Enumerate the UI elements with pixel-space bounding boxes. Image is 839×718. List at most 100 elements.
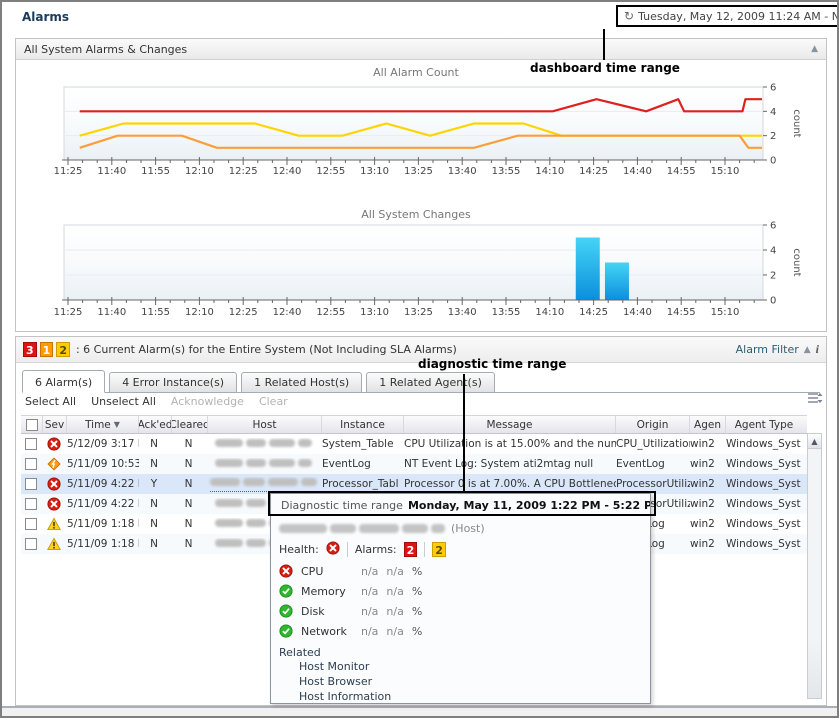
cell-instance: Processor_Tabl (322, 478, 399, 490)
svg-text:13:25: 13:25 (404, 166, 433, 177)
svg-text:14:25: 14:25 (579, 307, 608, 318)
table-row[interactable]: 5/11/09 4:22 F Y N Processor_Tabl Processor … (21, 474, 807, 494)
row-checkbox[interactable] (24, 478, 37, 490)
annotation-line-dashboard (603, 29, 605, 60)
alarm-charts: All Alarm Count 11:25 11:40 11:55 12:10 12:25… (54, 66, 802, 318)
cell-acked: N (150, 538, 158, 550)
svg-text:count: count (791, 109, 802, 137)
metric-row-disk: Disk n/a n/a% (271, 601, 650, 621)
table-row[interactable]: 5/11/09 10:53 N N EventLog NT Event Log: Sys… (21, 454, 807, 474)
tooltip-host-row: (Host) (271, 516, 650, 537)
cell-acked: N (150, 518, 158, 530)
cell-host[interactable] (208, 477, 322, 492)
svg-text:12:55: 12:55 (316, 166, 345, 177)
header-checkbox-cell[interactable] (21, 416, 43, 433)
cell-agent-type: Windows_Syst (726, 538, 801, 550)
cell-cleared: N (184, 438, 193, 450)
column-header-host[interactable]: Host (208, 416, 322, 433)
cell-acked: N (150, 438, 158, 450)
cell-cleared: N (184, 538, 193, 550)
svg-text:4: 4 (770, 246, 776, 257)
svg-text:0: 0 (770, 296, 776, 307)
diagnostic-range-prefix: Diagnostic time range (281, 498, 403, 512)
related-link[interactable]: Host Monitor (299, 660, 370, 673)
column-header-sev[interactable]: Sev (43, 416, 67, 433)
cell-message: NT Event Log: System ati2mtag null (404, 458, 594, 470)
column-header-origin[interactable]: Origin (616, 416, 690, 433)
cell-time: 5/12/09 3:17 F (67, 438, 139, 450)
cell-agent: win2 (690, 518, 715, 530)
status-ok-icon (279, 584, 293, 598)
cell-host[interactable] (208, 438, 322, 450)
alarm-filter-collapse-icon[interactable]: ▲ (803, 344, 811, 355)
severity-fatal-icon (46, 437, 61, 451)
row-checkbox[interactable] (24, 498, 37, 510)
alarm-filter-link[interactable]: Alarm Filter (735, 343, 799, 356)
table-row[interactable]: 5/12/09 3:17 F N N System_Table CPU Utilizat… (21, 434, 807, 454)
diagnostic-range-value: Monday, May 11, 2009 1:22 PM - 5:22 PM 4… (407, 498, 650, 512)
panel-header-alarms-changes[interactable]: All System Alarms & Changes ▲ (16, 39, 826, 60)
health-label: Health: (279, 543, 319, 556)
alarm-summary-text: : 6 Current Alarm(s) for the Entire Syst… (75, 343, 457, 356)
fatal-count-badge: 3 (23, 342, 37, 357)
column-header-time[interactable]: Time ▼ (67, 416, 139, 433)
severity-critical-icon (46, 457, 61, 471)
cell-host[interactable] (208, 458, 322, 470)
row-checkbox[interactable] (24, 538, 37, 550)
svg-text:13:10: 13:10 (360, 307, 389, 318)
dashboard-time-range-control[interactable]: ↻ Tuesday, May 12, 2009 11:24 AM - Now 4… (616, 5, 837, 27)
severity-warning-icon (46, 517, 61, 531)
select-all-button[interactable]: Select All (25, 395, 77, 408)
table-customizer-icon[interactable] (807, 391, 823, 405)
clear-button[interactable]: Clear (258, 395, 288, 408)
tab-1[interactable]: 4 Error Instance(s) (109, 372, 238, 393)
svg-text:12:10: 12:10 (185, 307, 214, 318)
scrollbar-up-icon[interactable]: ▲ (808, 434, 821, 449)
cell-agent-type: Windows_Syst (726, 498, 801, 510)
alarms-label: Alarms: (354, 543, 397, 556)
redacted-host (210, 477, 317, 486)
column-header-agent[interactable]: Agen (690, 416, 726, 433)
column-header-agent-type[interactable]: Agent Type (734, 418, 794, 431)
column-header-cleared[interactable]: Cleared (172, 416, 208, 433)
tab-0[interactable]: 6 Alarm(s) (22, 370, 106, 393)
svg-text:12:55: 12:55 (316, 307, 345, 318)
row-checkbox[interactable] (24, 458, 37, 470)
cell-agent: win2 (690, 538, 715, 550)
severity-warning-icon (46, 537, 61, 551)
host-link[interactable] (210, 477, 317, 492)
cell-cleared: N (184, 498, 193, 510)
svg-text:12:25: 12:25 (229, 307, 258, 318)
svg-text:15:10: 15:10 (711, 166, 740, 177)
warning-count-badge: 2 (56, 342, 70, 357)
alarm-summary-bar: 3 1 2 : 6 Current Alarm(s) for the Entir… (16, 337, 826, 363)
column-header-message[interactable]: Message (404, 416, 616, 433)
critical-count-badge: 1 (39, 342, 54, 357)
svg-text:11:40: 11:40 (97, 166, 126, 177)
tab-3[interactable]: 1 Related Agent(s) (366, 372, 495, 393)
table-scrollbar[interactable]: ▲ (807, 433, 822, 699)
redacted-host-name (279, 524, 445, 533)
related-link[interactable]: Host Information (299, 690, 392, 703)
cell-acked: N (150, 498, 158, 510)
unselect-all-button[interactable]: Unselect All (91, 395, 156, 408)
tab-2[interactable]: 1 Related Host(s) (241, 372, 363, 393)
annotation-line-diagnostic (463, 374, 465, 491)
tooltip-warning-badge: 2 (432, 542, 446, 557)
info-icon[interactable]: i (815, 342, 819, 356)
column-header-instance[interactable]: Instance (322, 416, 404, 433)
severity-fatal-icon (46, 497, 61, 511)
tooltip-metrics: CPU n/a n/a% Memory n/a n/a% Disk n/a n/a% Networ… (271, 561, 650, 641)
select-all-checkbox[interactable] (25, 418, 38, 431)
collapse-icon[interactable]: ▲ (811, 44, 818, 54)
alarm-toolbar: Select All Unselect All Acknowledge Clea… (25, 395, 288, 408)
column-header-acked[interactable]: Ack'ed (139, 416, 172, 433)
host-type-label: (Host) (451, 522, 485, 535)
row-checkbox[interactable] (24, 438, 37, 450)
related-link[interactable]: Host Browser (299, 675, 373, 688)
svg-text:14:55: 14:55 (667, 307, 696, 318)
acknowledge-button[interactable]: Acknowledge (170, 395, 244, 408)
row-checkbox[interactable] (24, 518, 37, 530)
svg-text:12:40: 12:40 (273, 307, 302, 318)
